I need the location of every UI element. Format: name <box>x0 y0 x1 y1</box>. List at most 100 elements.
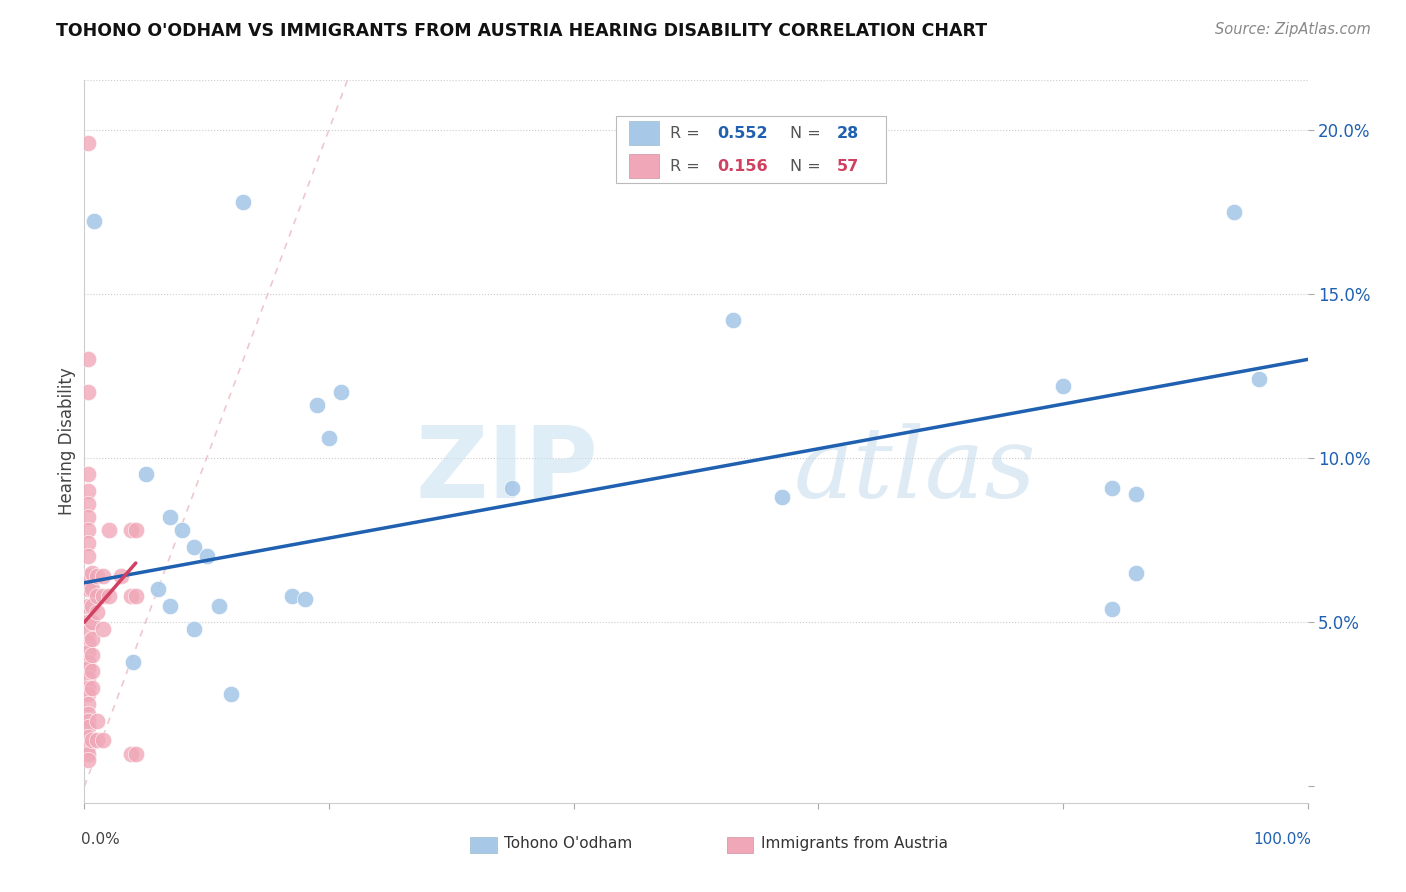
Point <box>77 536 100 550</box>
Text: R =: R = <box>671 159 706 174</box>
Text: N =: N = <box>790 126 827 141</box>
Point <box>77 625 100 640</box>
Point <box>91 622 114 636</box>
Bar <box>727 838 754 854</box>
Point <box>1052 378 1074 392</box>
Text: 28: 28 <box>837 126 859 141</box>
Point <box>502 481 524 495</box>
Point <box>77 720 100 734</box>
Text: atlas: atlas <box>794 423 1036 518</box>
Point <box>77 352 100 367</box>
Point <box>86 733 108 747</box>
Point <box>80 733 103 747</box>
Point <box>77 687 100 701</box>
Point <box>1223 204 1246 219</box>
Point <box>183 540 205 554</box>
Point <box>97 523 120 537</box>
Point <box>80 632 103 646</box>
Text: 57: 57 <box>837 159 859 174</box>
Point <box>110 569 132 583</box>
Point <box>77 523 100 537</box>
Point <box>125 747 148 761</box>
Point <box>80 681 103 695</box>
Point <box>120 523 142 537</box>
Point <box>80 582 103 597</box>
Point <box>77 615 100 630</box>
Point <box>77 681 100 695</box>
Point <box>294 592 316 607</box>
Point <box>1101 481 1123 495</box>
Point <box>125 523 148 537</box>
Point <box>122 655 145 669</box>
Text: Immigrants from Austria: Immigrants from Austria <box>761 837 948 852</box>
Point <box>77 497 100 511</box>
Point <box>77 582 100 597</box>
Point <box>77 569 100 583</box>
Point <box>77 707 100 722</box>
Point <box>86 714 108 728</box>
Point <box>120 747 142 761</box>
Text: N =: N = <box>790 159 827 174</box>
Point <box>159 599 181 613</box>
Text: 100.0%: 100.0% <box>1253 831 1312 847</box>
Text: 0.552: 0.552 <box>717 126 768 141</box>
Point <box>77 549 100 564</box>
Point <box>80 665 103 679</box>
Point <box>77 671 100 685</box>
Point <box>125 589 148 603</box>
Point <box>80 615 103 630</box>
Bar <box>628 154 659 178</box>
Point <box>77 747 100 761</box>
Y-axis label: Hearing Disability: Hearing Disability <box>58 368 76 516</box>
Point <box>77 483 100 498</box>
Point <box>77 385 100 400</box>
Text: Tohono O'odham: Tohono O'odham <box>503 837 633 852</box>
Point <box>86 589 108 603</box>
Point <box>77 635 100 649</box>
Point <box>77 739 100 754</box>
Point <box>77 136 100 150</box>
Point <box>77 714 100 728</box>
Point <box>77 645 100 659</box>
Point <box>159 510 181 524</box>
Point <box>77 467 100 482</box>
Point <box>80 648 103 662</box>
Point <box>1247 372 1270 386</box>
Text: TOHONO O'ODHAM VS IMMIGRANTS FROM AUSTRIA HEARING DISABILITY CORRELATION CHART: TOHONO O'ODHAM VS IMMIGRANTS FROM AUSTRI… <box>56 22 987 40</box>
Point <box>172 523 194 537</box>
Point <box>77 661 100 675</box>
Point <box>232 194 254 209</box>
Point <box>305 398 328 412</box>
Text: 0.156: 0.156 <box>717 159 768 174</box>
Text: ZIP: ZIP <box>415 422 598 519</box>
Point <box>135 467 157 482</box>
Text: 0.0%: 0.0% <box>80 831 120 847</box>
Point <box>91 733 114 747</box>
Point <box>120 589 142 603</box>
Point <box>77 698 100 712</box>
Point <box>208 599 231 613</box>
Point <box>91 569 114 583</box>
Text: R =: R = <box>671 126 706 141</box>
Point <box>219 687 242 701</box>
FancyBboxPatch shape <box>616 117 886 183</box>
Point <box>721 313 744 327</box>
Point <box>195 549 218 564</box>
Point <box>281 589 304 603</box>
Point <box>77 655 100 669</box>
Point <box>770 491 793 505</box>
Point <box>97 589 120 603</box>
Point <box>86 605 108 619</box>
Point <box>146 582 169 597</box>
Point <box>183 622 205 636</box>
Point <box>77 730 100 744</box>
Bar <box>470 838 496 854</box>
Point <box>80 566 103 580</box>
Point <box>91 589 114 603</box>
Text: Source: ZipAtlas.com: Source: ZipAtlas.com <box>1215 22 1371 37</box>
Point <box>77 753 100 767</box>
Point <box>83 214 105 228</box>
Point <box>80 599 103 613</box>
Point <box>1125 487 1147 501</box>
Point <box>330 385 353 400</box>
